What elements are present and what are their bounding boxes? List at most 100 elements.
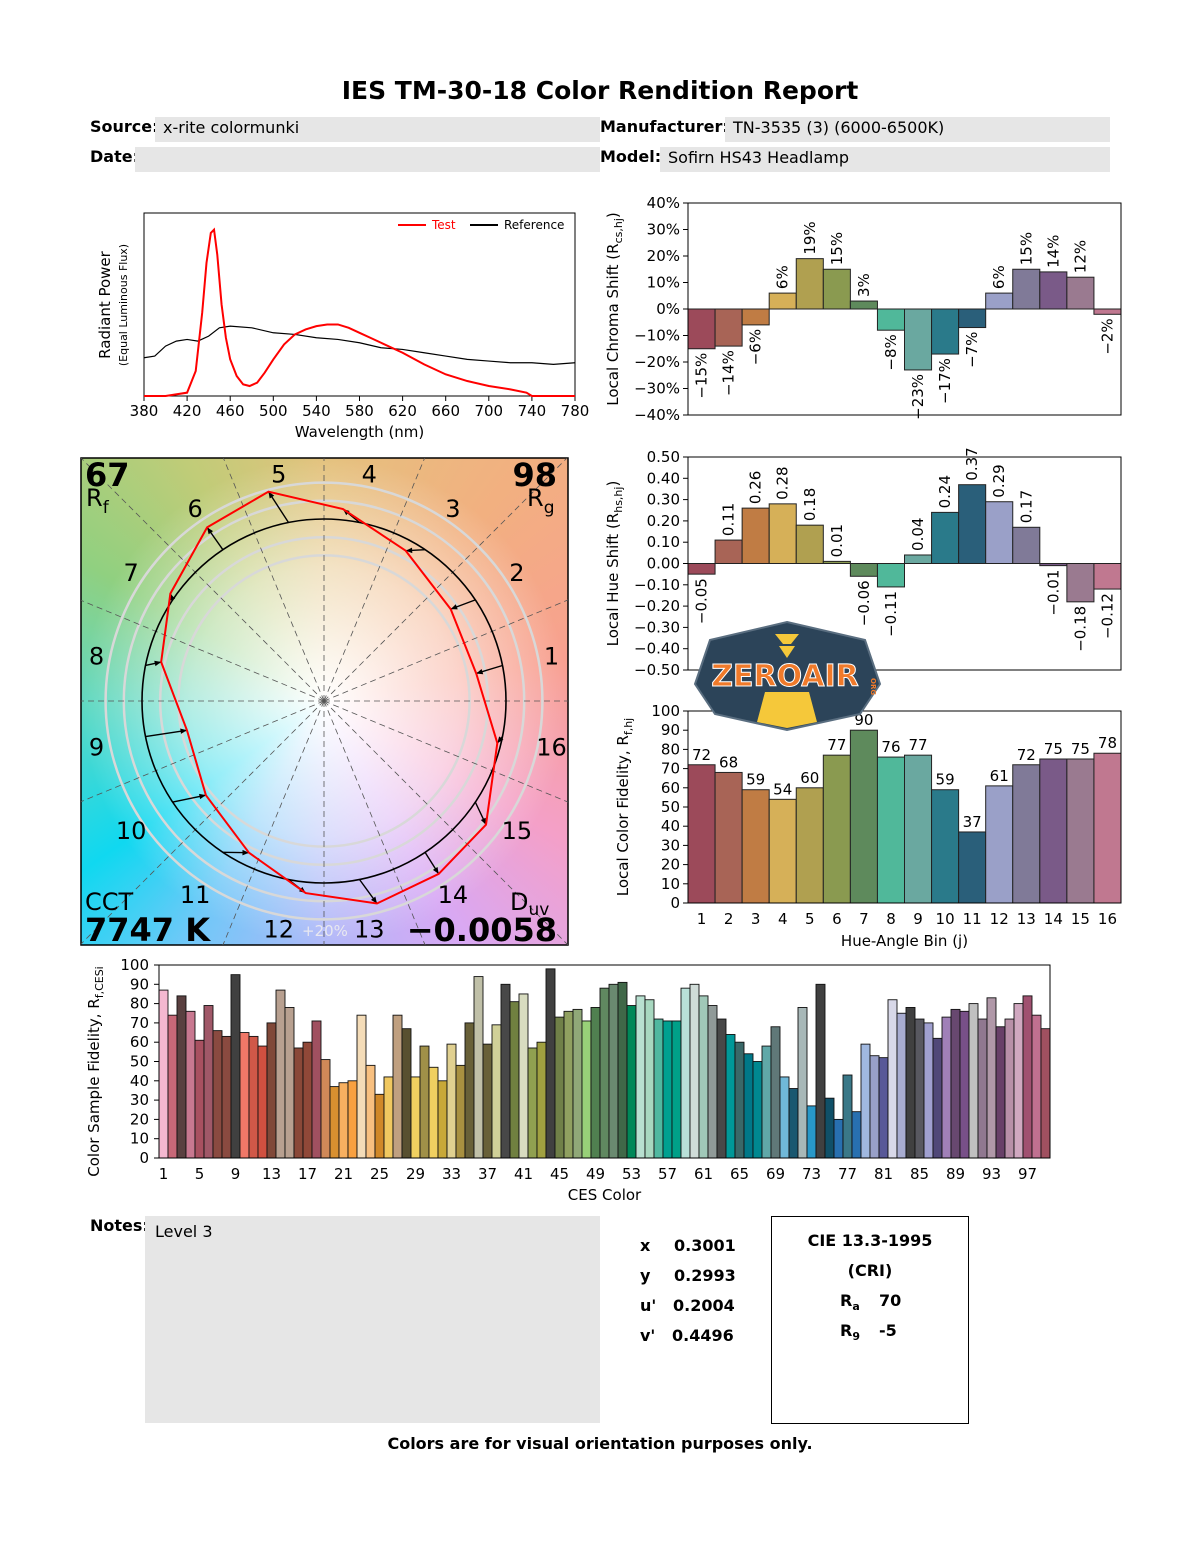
bar-value-label: 19% bbox=[801, 221, 819, 254]
ces-bar-71 bbox=[788, 1088, 799, 1159]
bin-divider bbox=[81, 458, 325, 702]
ces-bar-95 bbox=[1004, 1018, 1015, 1159]
bar-value-label: 77 bbox=[827, 736, 846, 754]
bar-value-label: 6% bbox=[990, 265, 1008, 289]
ces-bar-96 bbox=[1013, 1003, 1024, 1159]
bar-bin-11 bbox=[958, 484, 987, 564]
legend-label-test: Test bbox=[431, 218, 456, 232]
bar-value-label: 6% bbox=[774, 265, 792, 289]
ces-bar-36 bbox=[473, 976, 484, 1159]
ces-bar-44 bbox=[545, 968, 556, 1159]
bin-divider bbox=[323, 458, 426, 702]
bar-value-label: 72 bbox=[692, 746, 711, 764]
bar-value-label: −7% bbox=[963, 332, 981, 368]
bar-value-label: −0.06 bbox=[855, 580, 873, 626]
x-tick-label: 7 bbox=[859, 910, 869, 928]
bar-bin-1 bbox=[687, 308, 716, 350]
ces-bar-90 bbox=[959, 1010, 970, 1159]
x-tick-label: 17 bbox=[298, 1165, 317, 1183]
u-prime-label: u' bbox=[640, 1296, 657, 1315]
bar-bin-12 bbox=[985, 785, 1014, 904]
bar-value-label: 77 bbox=[908, 736, 927, 754]
ces-bar-47 bbox=[572, 1008, 583, 1159]
x-tick-label: 61 bbox=[694, 1165, 713, 1183]
y-tick-label: 40% bbox=[647, 194, 680, 212]
bar-value-label: 0.18 bbox=[801, 488, 819, 521]
source-label: Source: bbox=[90, 117, 159, 136]
bar-value-label: 59 bbox=[936, 771, 955, 789]
bar-value-label: 3% bbox=[855, 273, 873, 297]
x-tick-label: 1 bbox=[697, 910, 707, 928]
ces-bar-27 bbox=[392, 1014, 403, 1159]
x-tick-label: 49 bbox=[586, 1165, 605, 1183]
ces-bar-60 bbox=[689, 983, 700, 1159]
legend-label-reference: Reference bbox=[504, 218, 564, 232]
bar-value-label: 76 bbox=[881, 738, 900, 756]
y-tick-label: 30 bbox=[661, 836, 680, 854]
bar-value-label: 12% bbox=[1071, 240, 1089, 273]
date-field bbox=[135, 147, 600, 172]
bin-label-10: 10 bbox=[116, 817, 147, 845]
bar-value-label: −2% bbox=[1098, 318, 1116, 354]
ces-bar-80 bbox=[869, 1055, 880, 1159]
x-tick-label: 77 bbox=[838, 1165, 857, 1183]
y-tick-label: 0 bbox=[670, 894, 680, 912]
ra-value: 70 bbox=[879, 1291, 902, 1310]
bin-label-15: 15 bbox=[502, 817, 533, 845]
x-tick-label: 97 bbox=[1018, 1165, 1037, 1183]
ces-bar-6 bbox=[203, 1005, 214, 1159]
plot-frame bbox=[687, 456, 1122, 671]
bar-bin-2 bbox=[714, 771, 743, 904]
ces-bar-89 bbox=[950, 1008, 961, 1159]
u-prime-value: 0.2004 bbox=[673, 1296, 735, 1315]
ces-bar-51 bbox=[608, 983, 619, 1159]
ces-bar-11 bbox=[248, 1035, 259, 1159]
x-tick-label: 21 bbox=[334, 1165, 353, 1183]
bar-value-label: 75 bbox=[1071, 740, 1090, 758]
y-tick-label: 0.20 bbox=[647, 512, 680, 530]
ces-bar-82 bbox=[887, 999, 898, 1159]
bin-divider bbox=[323, 599, 568, 702]
bar-bin-12 bbox=[985, 501, 1014, 565]
ces-bar-66 bbox=[743, 1053, 754, 1159]
cri-box: CIE 13.3-1995 (CRI) Ra 70 R9 -5 bbox=[771, 1216, 969, 1424]
bar-bin-15 bbox=[1066, 276, 1095, 310]
bar-bin-6 bbox=[822, 560, 851, 564]
bar-value-label: 72 bbox=[1017, 746, 1036, 764]
x-axis-label: Wavelength (nm) bbox=[295, 423, 425, 441]
bar-bin-10 bbox=[931, 511, 960, 565]
notes-label: Notes: bbox=[90, 1216, 149, 1235]
y-tick-label: −30% bbox=[634, 380, 680, 398]
x-tick-label: 69 bbox=[766, 1165, 785, 1183]
bar-value-label: 15% bbox=[1017, 232, 1035, 265]
x-tick-label: 580 bbox=[345, 402, 374, 420]
bar-value-label: −0.11 bbox=[882, 591, 900, 637]
bar-bin-7 bbox=[849, 563, 878, 577]
ces-bar-19 bbox=[320, 1059, 331, 1159]
bar-bin-3 bbox=[741, 507, 770, 564]
x-tick-label: 85 bbox=[910, 1165, 929, 1183]
y-tick-label: −10% bbox=[634, 327, 680, 345]
x-tick-label: 12 bbox=[990, 910, 1009, 928]
logo-sub: ORG bbox=[869, 678, 877, 695]
y-tick-label: 60 bbox=[130, 1033, 149, 1051]
bin-label-8: 8 bbox=[89, 643, 104, 671]
ces-bar-20 bbox=[329, 1086, 340, 1159]
report-title: IES TM-30-18 Color Rendition Report bbox=[341, 76, 859, 105]
bin-divider bbox=[81, 700, 325, 945]
x-tick-label: 89 bbox=[946, 1165, 965, 1183]
r9-value: -5 bbox=[879, 1321, 897, 1340]
ces-bar-77 bbox=[842, 1074, 853, 1159]
bin-divider bbox=[81, 599, 325, 702]
bar-value-label: −0.05 bbox=[693, 578, 711, 624]
y-tick-label: 90 bbox=[130, 975, 149, 993]
bin-label-9: 9 bbox=[89, 733, 104, 761]
ces-bar-92 bbox=[977, 1018, 988, 1159]
bar-bin-2 bbox=[714, 308, 743, 347]
y-tick-label: 40 bbox=[661, 817, 680, 835]
ces-bar-74 bbox=[815, 983, 826, 1159]
ces-bar-85 bbox=[914, 1018, 925, 1159]
x-tick-label: 9 bbox=[231, 1165, 241, 1183]
hue-shift-chart: 0.500.400.300.200.100.00−0.10−0.20−0.30−… bbox=[604, 447, 1122, 679]
bar-value-label: −8% bbox=[882, 334, 900, 370]
